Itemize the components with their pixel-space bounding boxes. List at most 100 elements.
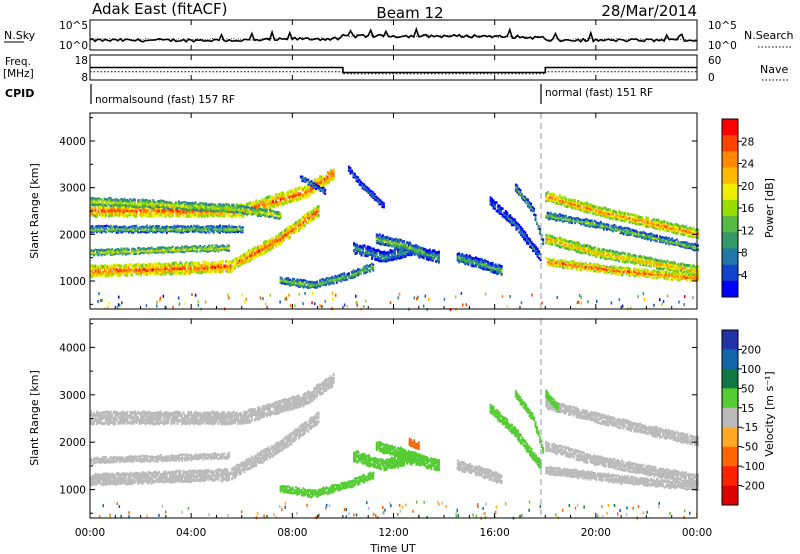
power-cell xyxy=(551,196,554,200)
power-cell xyxy=(237,228,240,231)
power-cell xyxy=(241,208,244,211)
power-cell xyxy=(229,229,232,232)
power-cell xyxy=(662,263,665,266)
power-cell xyxy=(612,255,614,259)
power-cell xyxy=(127,270,130,274)
power-cell xyxy=(317,181,320,186)
power-cell xyxy=(111,270,114,275)
power-cell xyxy=(106,224,109,227)
power-cell xyxy=(549,263,552,267)
power-cell xyxy=(628,252,631,256)
power-cell xyxy=(209,229,212,232)
power-cell xyxy=(235,257,238,261)
power-cell xyxy=(203,228,206,231)
power-cell xyxy=(690,275,693,278)
power-cell xyxy=(152,199,155,202)
power-cell xyxy=(640,231,643,234)
power-cell xyxy=(648,262,651,266)
power-cell xyxy=(131,199,133,203)
power-cell xyxy=(156,270,159,274)
power-cell xyxy=(124,207,127,211)
power-cell xyxy=(206,266,209,270)
power-cell xyxy=(627,227,630,230)
power-cell xyxy=(94,210,97,214)
power-cell xyxy=(662,238,665,241)
power-cell xyxy=(275,201,278,205)
power-cell xyxy=(572,201,575,205)
power-cell xyxy=(202,230,205,233)
power-cell xyxy=(253,207,256,210)
power-cell xyxy=(568,247,570,251)
power-cell xyxy=(212,249,215,252)
power-cell xyxy=(692,248,695,252)
power-cell xyxy=(226,204,229,208)
power-cell xyxy=(188,206,191,209)
power-cell xyxy=(549,242,552,246)
power-cell xyxy=(134,250,136,253)
power-cell xyxy=(223,229,226,232)
power-cell xyxy=(577,204,580,208)
power-cell xyxy=(615,250,618,254)
power-cell xyxy=(555,201,558,205)
power-cell xyxy=(293,224,296,228)
power-cell xyxy=(590,248,593,252)
power-cell xyxy=(621,271,624,274)
power-cell xyxy=(91,225,94,228)
power-cell xyxy=(194,245,197,248)
power-cell xyxy=(164,210,167,215)
power-cell xyxy=(363,244,366,248)
power-cell xyxy=(152,228,155,231)
power-cell xyxy=(203,249,206,252)
power-cell xyxy=(212,267,215,271)
power-cell xyxy=(214,212,217,216)
power-cell xyxy=(663,240,666,243)
power-cell xyxy=(580,245,583,248)
power-cell xyxy=(578,220,581,223)
power-cell xyxy=(545,233,548,237)
power-cell xyxy=(605,265,608,268)
power-cell xyxy=(291,228,294,232)
power-cell xyxy=(219,260,221,264)
power-cell xyxy=(566,218,569,221)
power-cell xyxy=(294,221,297,225)
power-cell xyxy=(651,236,654,239)
power-cell xyxy=(263,202,265,206)
power-cell xyxy=(583,243,586,247)
power-cell xyxy=(167,228,170,231)
power-cell xyxy=(199,213,202,217)
power-cell xyxy=(120,250,123,253)
power-cell xyxy=(577,201,580,205)
power-cell xyxy=(208,248,211,251)
power-cell xyxy=(243,253,246,257)
power-cell xyxy=(549,199,552,202)
power-cell xyxy=(686,276,689,279)
power-cell xyxy=(586,268,589,272)
power-cell xyxy=(666,221,669,225)
power-cell xyxy=(592,204,595,208)
power-cell xyxy=(158,227,161,230)
power-cell xyxy=(200,212,203,216)
power-cell xyxy=(159,199,162,202)
power-cell xyxy=(91,212,94,216)
power-cell xyxy=(637,269,640,272)
power-cell xyxy=(584,263,587,266)
power-cell xyxy=(168,214,171,218)
power-cell xyxy=(549,195,552,199)
power-cell xyxy=(284,194,287,198)
power-cell xyxy=(124,205,127,208)
power-cell xyxy=(260,208,262,211)
power-cell xyxy=(578,265,581,268)
power-cell xyxy=(672,224,675,227)
power-cell xyxy=(141,214,144,218)
power-cell xyxy=(208,213,211,217)
power-cell xyxy=(551,216,554,219)
power-cell xyxy=(115,248,118,251)
power-cell xyxy=(105,270,108,275)
power-cell xyxy=(622,256,625,259)
power-cell xyxy=(264,215,267,218)
power-cell xyxy=(260,247,262,251)
power-cell xyxy=(269,240,272,244)
power-cell xyxy=(96,203,99,206)
power-cell xyxy=(206,227,209,230)
power-cell xyxy=(645,256,648,260)
